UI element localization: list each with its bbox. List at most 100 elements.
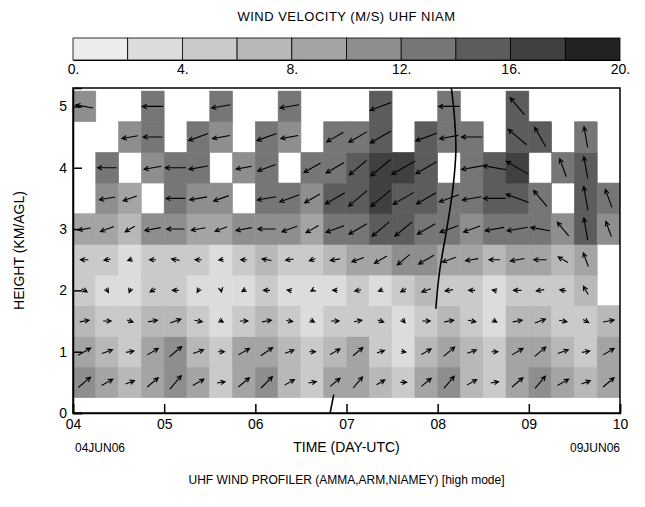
wind-arrow	[166, 196, 185, 201]
speed-cell	[255, 152, 278, 183]
speed-cell	[96, 367, 119, 398]
speed-cell	[278, 336, 301, 367]
colorbar-tick-label: 20.	[611, 61, 630, 77]
wind-arrow	[583, 127, 588, 147]
wind-arrow	[218, 287, 222, 292]
speed-cell	[597, 367, 620, 398]
wind-arrow	[287, 289, 292, 293]
speed-cell	[506, 152, 529, 183]
wind-arrow	[242, 287, 247, 291]
speed-cell	[415, 214, 438, 245]
speed-cell	[597, 214, 620, 245]
speed-cell	[324, 152, 347, 183]
speed-cell	[369, 306, 392, 337]
speed-cell	[369, 91, 392, 122]
speed-cell	[460, 214, 483, 245]
colorbar-axis-line	[74, 60, 621, 61]
speed-cell	[483, 214, 506, 245]
wind-arrow	[558, 257, 568, 263]
speed-cell	[347, 306, 370, 337]
speed-cell	[460, 275, 483, 306]
y-tick-mark	[73, 106, 82, 108]
wind-arrow	[468, 319, 476, 323]
wind-arrow	[330, 258, 339, 262]
wind-arrow	[258, 164, 276, 171]
speed-cell	[552, 152, 575, 183]
wind-arrow	[218, 318, 223, 322]
wind-arrow	[309, 318, 314, 322]
wind-arrow	[371, 190, 391, 206]
speed-cell	[483, 275, 506, 306]
speed-cell	[278, 183, 301, 214]
speed-cell	[483, 244, 506, 275]
speed-cell	[119, 214, 142, 245]
speed-cell	[255, 275, 278, 306]
speed-cell	[597, 336, 620, 367]
wind-arrow	[506, 194, 529, 203]
speed-cell	[233, 244, 256, 275]
y-tick: 0	[59, 405, 82, 421]
speed-cell	[73, 306, 96, 337]
wind-arrow	[603, 348, 614, 354]
wind-arrow	[102, 379, 113, 385]
speed-cell	[574, 275, 597, 306]
speed-cell	[597, 183, 620, 214]
y-tick-mark	[73, 167, 82, 169]
speed-cell	[574, 336, 597, 367]
wind-arrow	[257, 133, 277, 141]
speed-cell	[164, 152, 187, 183]
wind-arrow	[102, 349, 113, 353]
wind-arrow	[212, 136, 229, 140]
wind-arrow	[605, 222, 611, 237]
speed-cell	[255, 214, 278, 245]
speed-cell	[164, 336, 187, 367]
speed-cell	[506, 306, 529, 337]
speed-cell	[324, 367, 347, 398]
wind-arrow	[349, 191, 367, 206]
speed-cell	[255, 122, 278, 153]
wind-arrow	[506, 161, 528, 174]
speed-cell	[369, 183, 392, 214]
wind-arrow	[122, 135, 138, 139]
wind-arrow	[99, 197, 115, 201]
colorbar-bin	[511, 38, 566, 60]
wind-arrow	[193, 379, 204, 385]
wind-arrow	[440, 226, 458, 233]
speed-cell	[529, 214, 552, 245]
colorbar-bin	[347, 38, 402, 60]
speed-cell	[301, 275, 324, 306]
wind-arrow	[98, 165, 117, 170]
wind-arrow	[285, 380, 295, 386]
speed-cell	[369, 336, 392, 367]
wind-arrow	[126, 350, 134, 354]
wind-arrow	[535, 127, 546, 146]
speed-cell	[187, 214, 210, 245]
colorbar-bin	[565, 38, 620, 60]
y-tick-label: 5	[59, 98, 67, 114]
speed-cell	[392, 152, 415, 183]
speed-cell	[438, 336, 461, 367]
speed-cell	[347, 214, 370, 245]
speed-cell	[347, 244, 370, 275]
wind-arrow	[189, 166, 208, 171]
wind-arrow	[100, 227, 114, 233]
wind-arrow	[416, 133, 437, 141]
y-tick-label: 0	[59, 405, 67, 421]
speed-cell	[415, 306, 438, 337]
wind-arrow	[217, 380, 225, 384]
colorbar-bin	[292, 38, 347, 60]
wind-arrow	[507, 227, 527, 232]
wind-arrow	[349, 132, 367, 142]
wind-arrow	[401, 349, 406, 353]
wind-arrow	[306, 225, 318, 232]
colorbar-bin	[73, 38, 128, 60]
wind-arrow	[189, 133, 209, 141]
speed-cell	[119, 122, 142, 153]
speed-cell	[392, 367, 415, 398]
speed-cell	[506, 275, 529, 306]
wind-arrow	[442, 257, 456, 263]
speed-cell	[141, 336, 164, 367]
wind-arrow	[444, 319, 453, 323]
speed-cell	[529, 275, 552, 306]
wind-arrow	[353, 377, 362, 388]
